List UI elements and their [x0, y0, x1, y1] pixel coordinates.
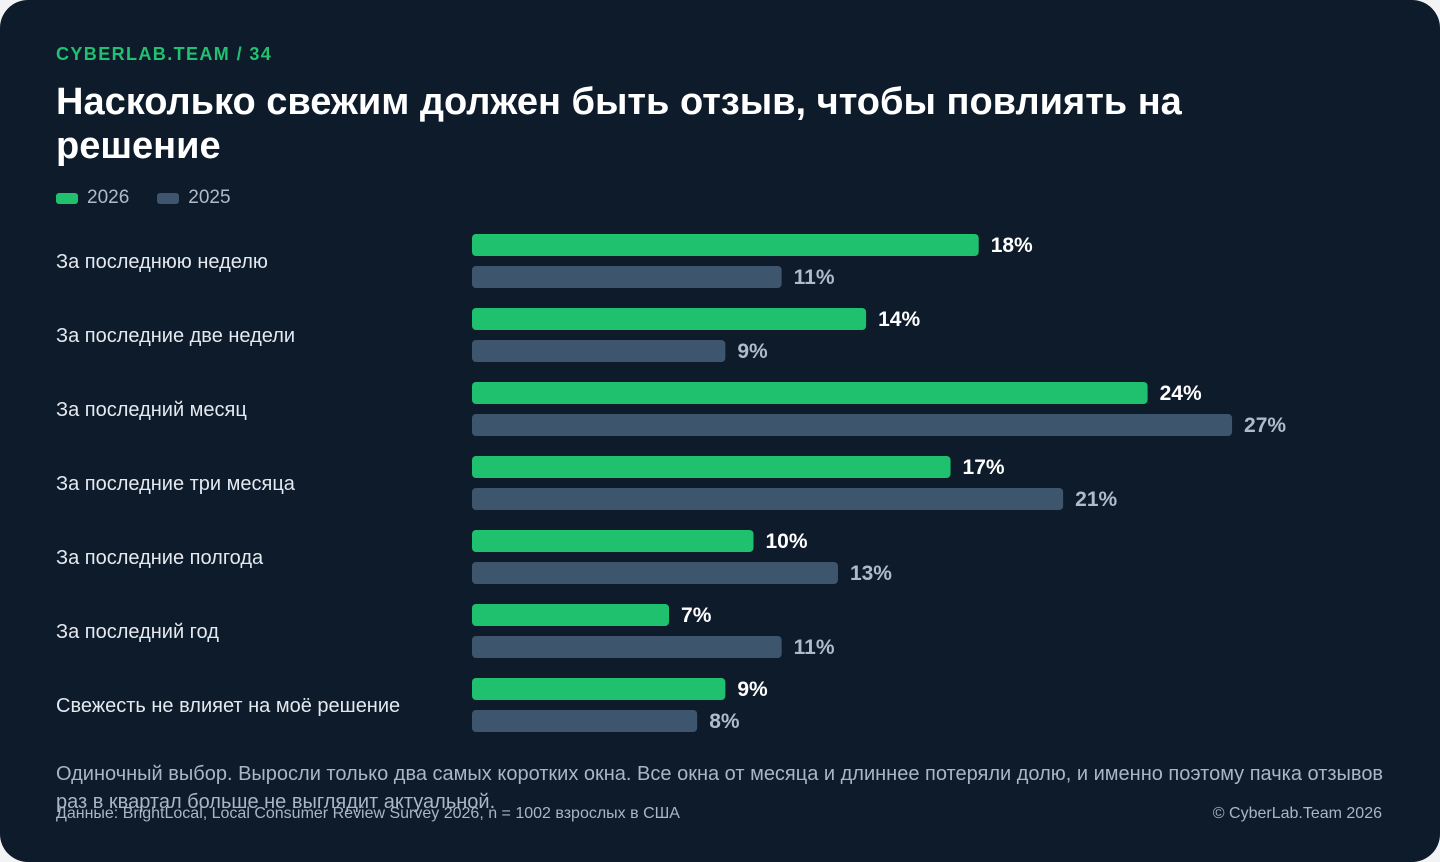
value-label-2026: 14%	[878, 308, 920, 331]
value-label-2025: 8%	[709, 710, 740, 733]
bar-2025	[472, 636, 782, 658]
legend-swatch-2025	[157, 192, 180, 204]
legend-item-2026: 2026	[56, 187, 129, 209]
value-label-2025: 13%	[850, 562, 892, 585]
value-label-2025: 11%	[794, 636, 835, 659]
bar-2026	[472, 456, 951, 478]
legend-label-2026: 2026	[87, 187, 130, 208]
bar-2026	[472, 678, 726, 700]
bar-2026	[472, 234, 979, 256]
value-label-2026: 7%	[681, 604, 712, 627]
category-label: За последнюю неделю	[56, 251, 268, 273]
category-label: За последние три месяца	[56, 473, 296, 495]
bar-2025	[472, 562, 838, 584]
bar-2026	[472, 530, 754, 552]
value-label-2026: 17%	[963, 456, 1005, 479]
category-label: За последние полгода	[56, 547, 264, 569]
value-label-2025: 21%	[1075, 488, 1117, 511]
category-label: За последние две недели	[56, 325, 295, 347]
category-label: За последний год	[56, 621, 219, 643]
legend: 2026 2025	[56, 186, 259, 210]
category-label: Свежесть не влияет на моё решение	[56, 695, 400, 717]
bar-chart: За последнюю неделю 18% 11% За последние дв…	[56, 234, 1286, 733]
value-label-2026: 18%	[991, 234, 1033, 257]
value-label-2025: 9%	[737, 340, 768, 363]
copyright: © CyberLab.Team 2026	[1212, 805, 1382, 822]
bar-2025	[472, 266, 782, 288]
value-label-2026: 10%	[766, 530, 808, 553]
chart-note: Одиночный выбор. Выросли только два самы…	[56, 763, 1384, 813]
bar-2025	[472, 414, 1233, 436]
value-label-2025: 27%	[1244, 414, 1286, 437]
legend-label-2025: 2025	[188, 187, 231, 208]
bar-2026	[472, 382, 1148, 404]
legend-item-2025: 2025	[157, 187, 231, 209]
data-source: Данные: BrightLocal, Local Consumer Revi…	[56, 805, 680, 822]
bar-2026	[472, 604, 670, 626]
value-label-2025: 11%	[794, 266, 835, 289]
value-label-2026: 24%	[1160, 382, 1202, 405]
bar-2026	[472, 308, 867, 330]
chart-title: Насколько свежим должен быть отзыв, чтоб…	[56, 81, 1182, 167]
category-label: За последний месяц	[56, 399, 247, 421]
bar-2025	[472, 340, 726, 362]
kicker: CYBERLAB.TEAM / 34	[56, 44, 273, 64]
bar-2025	[472, 710, 698, 732]
value-label-2026: 9%	[737, 678, 768, 701]
legend-swatch-2026	[56, 192, 78, 204]
bar-2025	[472, 488, 1064, 510]
